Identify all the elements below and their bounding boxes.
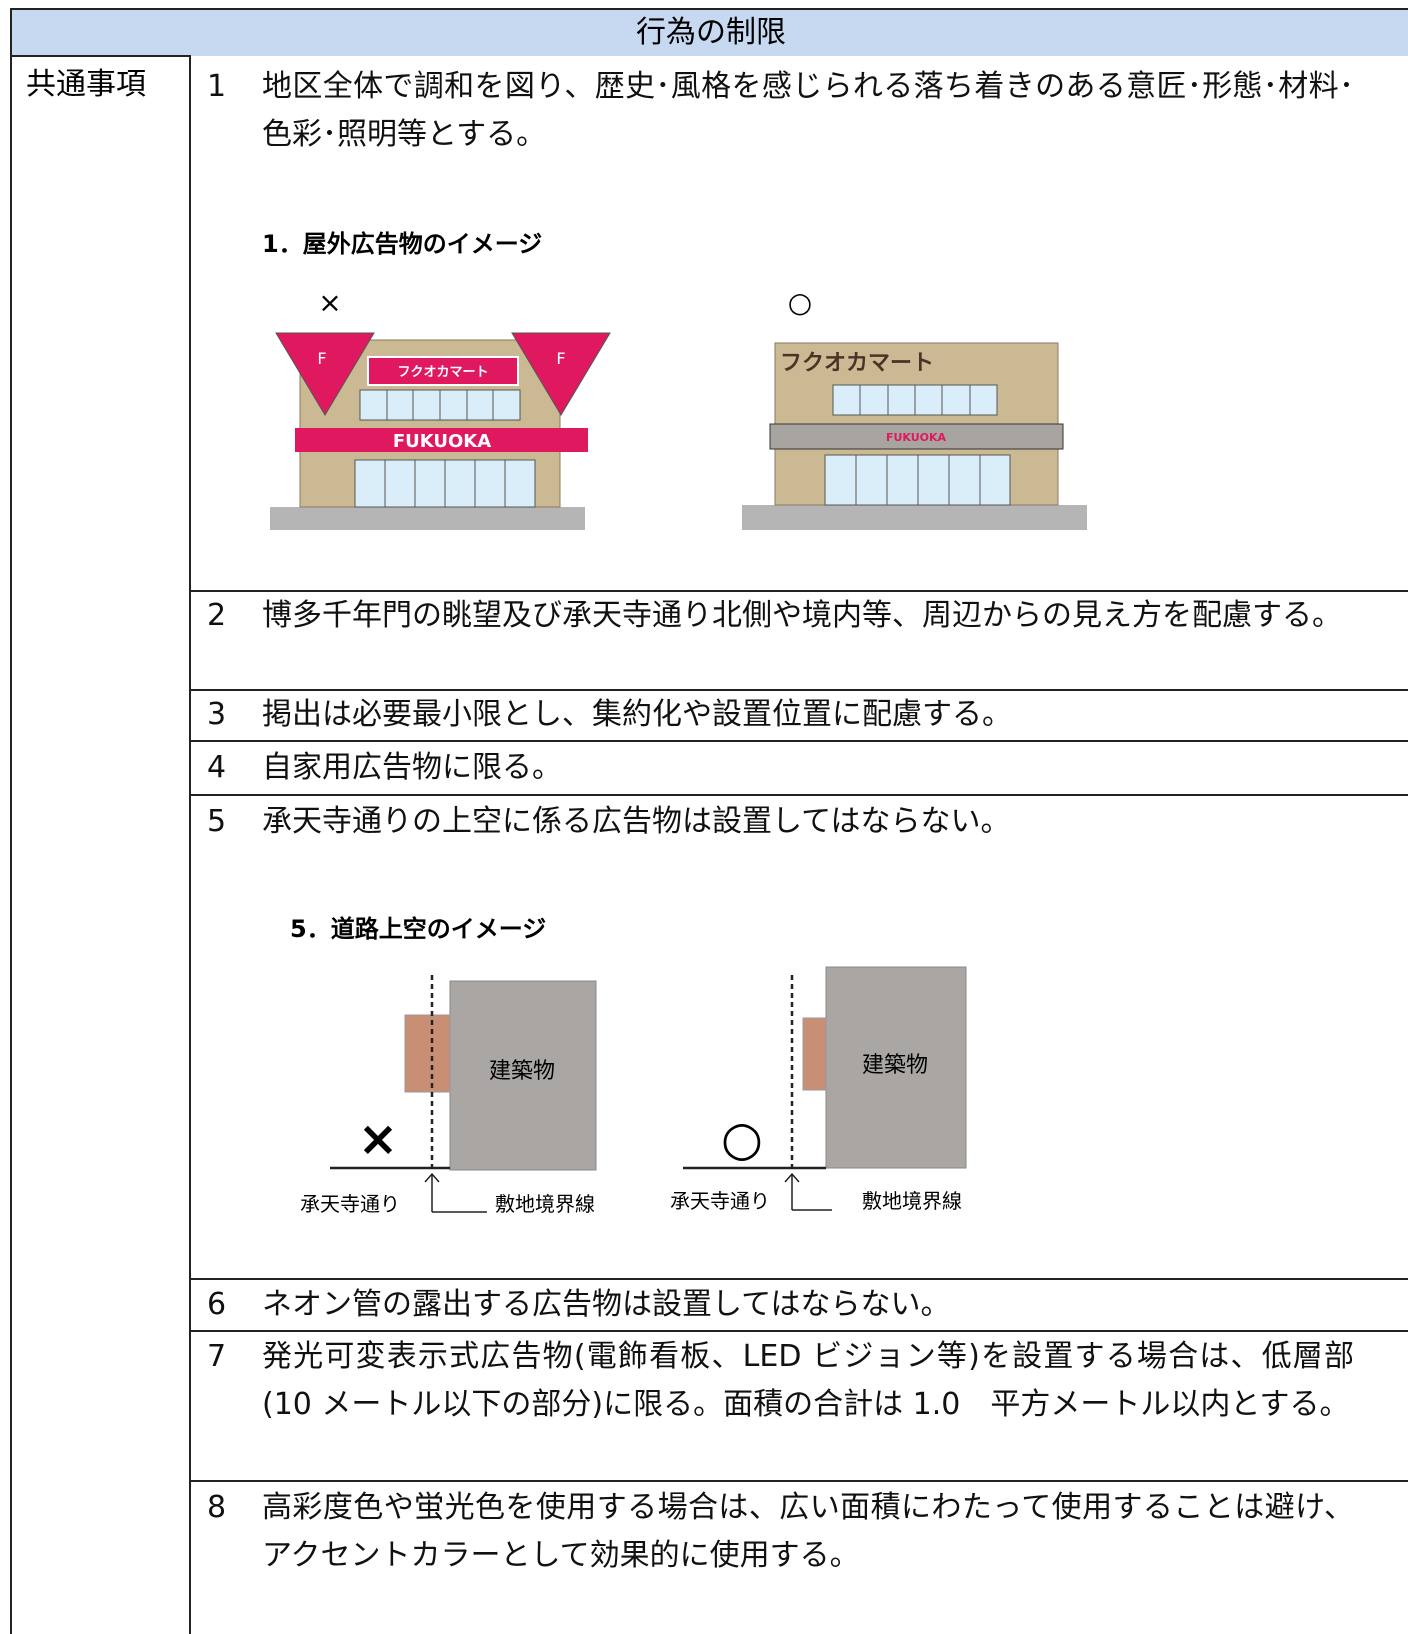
figure-caption: 5．道路上空のイメージ: [290, 915, 546, 943]
item-number: 2: [207, 598, 227, 633]
shop-name: フクオカマート: [397, 365, 488, 380]
item-text: 自家用広告物に限る。: [262, 750, 562, 785]
band-text: FUKUOKA: [393, 431, 491, 452]
boundary-label: 敷地境界線: [862, 1189, 962, 1213]
item-text: 承天寺通りの上空に係る広告物は設置してはならない。: [262, 804, 1011, 839]
item-text: 博多千年門の眺望及び承天寺通り北側や境内等、周辺からの見え方を配慮する。: [262, 598, 1342, 633]
row-line: [191, 1480, 1408, 1482]
good-mark: ○: [788, 286, 812, 319]
flag-text: F: [317, 349, 326, 368]
flag-text: F: [556, 349, 565, 368]
good-mark: ○: [721, 1111, 763, 1167]
item-text: 掲出は必要最小限とし、集約化や設置位置に配慮する。: [262, 697, 1012, 732]
row-line: [191, 794, 1408, 796]
item-number: 5: [207, 804, 227, 839]
item-number: 6: [207, 1287, 227, 1322]
item-text: 高彩度色や蛍光色を使用する場合は、広い面積にわたって使用することは避け、アクセン…: [262, 1490, 1354, 1573]
figure-caption: 1．屋外広告物のイメージ: [262, 230, 542, 258]
item-number: 4: [207, 750, 227, 785]
category-column: 共通事項: [10, 55, 191, 1634]
row-line: [191, 590, 1408, 592]
item-text: 地区全体で調和を図り、歴史･風格を感じられる落ち着きのある意匠･形態･材料･色彩…: [262, 69, 1354, 152]
good-diagram: ○ 建築物 承天寺通り 敷地境界線: [670, 966, 967, 1213]
row-line: [191, 1330, 1408, 1332]
category-label: 共通事項: [26, 67, 146, 102]
shop-name: フクオカマート: [780, 351, 934, 376]
boundary-label: 敷地境界線: [495, 1192, 595, 1216]
row-line: [191, 1278, 1408, 1280]
item-text: 発光可変表示式広告物(電飾看板、LED ビジョン等)を設置する場合は、低層部(1…: [262, 1339, 1354, 1422]
item-number: 3: [207, 697, 227, 732]
building-label: 建築物: [489, 1059, 555, 1084]
bad-diagram: × 建築物 承天寺通り 敷地境界線: [300, 975, 597, 1216]
bad-building: FUKUOKA フクオカマート F F: [270, 332, 611, 530]
item-number: 7: [207, 1339, 227, 1374]
item-number: 1: [207, 69, 227, 104]
bad-mark: ×: [318, 286, 341, 319]
bad-mark: ×: [358, 1111, 398, 1167]
good-building: フクオカマート FUKUOKA: [742, 342, 1087, 530]
header-title: 行為の制限: [636, 15, 786, 50]
building-label: 建築物: [862, 1053, 928, 1078]
item-number: 8: [207, 1490, 227, 1525]
band-text: FUKUOKA: [886, 431, 947, 444]
row-line: [191, 689, 1408, 691]
header-row: 行為の制限: [10, 8, 1408, 56]
street-label: 承天寺通り: [300, 1192, 400, 1216]
item-text: ネオン管の露出する広告物は設置してはならない。: [262, 1287, 951, 1322]
row-line: [191, 740, 1408, 742]
street-label: 承天寺通り: [670, 1189, 770, 1213]
